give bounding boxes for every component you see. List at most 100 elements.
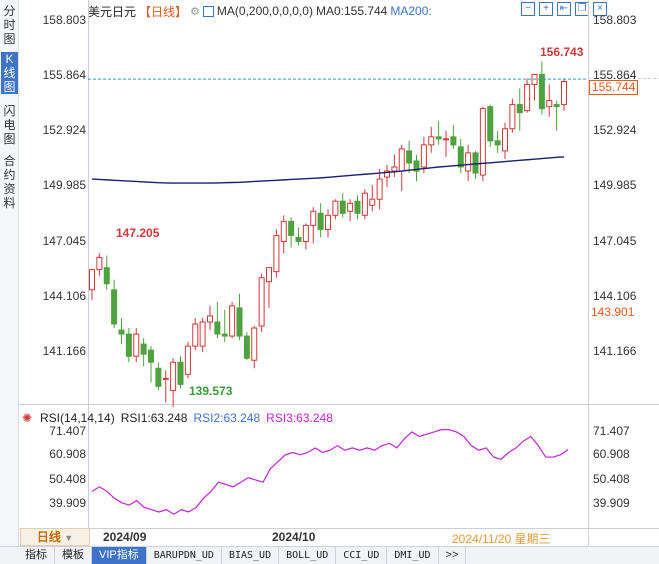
- candle-up[interactable]: [133, 333, 140, 357]
- candle-up[interactable]: [376, 178, 383, 200]
- tab-indicators[interactable]: 指标: [0, 547, 55, 564]
- tab-more[interactable]: >>: [439, 547, 467, 564]
- candle-down[interactable]: [148, 349, 154, 363]
- candle-down[interactable]: [435, 136, 442, 140]
- candle-down[interactable]: [472, 152, 479, 174]
- side-tab-flash[interactable]: 闪电图: [3, 104, 16, 146]
- candle-down[interactable]: [221, 333, 228, 337]
- candle-up[interactable]: [398, 148, 405, 172]
- candle-down[interactable]: [125, 333, 132, 357]
- minus-icon[interactable]: −: [521, 2, 535, 16]
- candle-down[interactable]: [118, 329, 125, 335]
- sun-icon[interactable]: ✺: [21, 411, 33, 425]
- period-selector[interactable]: 日线 ▼: [20, 528, 90, 546]
- candle-down[interactable]: [494, 140, 501, 146]
- candle-up[interactable]: [310, 210, 317, 226]
- candle-up[interactable]: [162, 377, 169, 380]
- candle-up[interactable]: [266, 267, 272, 283]
- candle-down[interactable]: [140, 343, 147, 355]
- collapse-icon[interactable]: ⇤: [557, 2, 571, 16]
- candle-up[interactable]: [325, 214, 331, 230]
- candle-up[interactable]: [251, 327, 258, 361]
- candle-up[interactable]: [332, 200, 339, 216]
- candle-up[interactable]: [207, 315, 213, 323]
- candle-down[interactable]: [354, 200, 361, 214]
- rsi1-value: RSI1:63.248: [120, 411, 188, 425]
- candle-up[interactable]: [561, 81, 567, 106]
- tab-barupdn[interactable]: BARUPDN_UD: [147, 547, 222, 564]
- candle-down[interactable]: [516, 104, 523, 114]
- candle-down[interactable]: [155, 367, 162, 387]
- tab-dmi[interactable]: DMI_UD: [387, 547, 439, 564]
- period-label: 【日线】: [139, 4, 188, 19]
- tab-vip-indicators[interactable]: VIP指标: [92, 547, 147, 564]
- candle-down[interactable]: [111, 289, 118, 325]
- close-icon[interactable]: ×: [593, 2, 607, 16]
- plus-icon[interactable]: +: [539, 2, 553, 16]
- candle-up[interactable]: [170, 361, 177, 391]
- candle-down[interactable]: [295, 236, 302, 242]
- candle-up[interactable]: [302, 224, 309, 242]
- candle-up[interactable]: [361, 192, 368, 216]
- tab-templates[interactable]: 模板: [55, 547, 92, 564]
- candle-up[interactable]: [546, 100, 553, 108]
- candle-down[interactable]: [413, 160, 420, 172]
- candle-up[interactable]: [229, 305, 236, 337]
- rsi-header: ✺ RSI(14,14,14) RSI1:63.248 RSI2:63.248 …: [20, 411, 333, 425]
- price-tick-left: 147.045: [42, 234, 86, 248]
- candle-up[interactable]: [89, 269, 95, 291]
- side-tab-intraday[interactable]: 分时图: [3, 4, 16, 46]
- candle-down[interactable]: [214, 321, 221, 335]
- price-tick-right: 149.985: [593, 178, 637, 192]
- rsi-tick-left: 50.408: [49, 472, 86, 486]
- candle-up[interactable]: [199, 321, 206, 347]
- price-tick-left: 144.106: [42, 289, 86, 303]
- candle-up[interactable]: [369, 198, 376, 206]
- candle-down[interactable]: [450, 136, 457, 146]
- candle-up[interactable]: [273, 234, 280, 273]
- candle-up[interactable]: [96, 257, 103, 271]
- side-tab-kline[interactable]: K线图: [1, 52, 18, 94]
- side-tab-contract[interactable]: 合约资料: [3, 154, 16, 210]
- candle-up[interactable]: [258, 277, 265, 327]
- side-tab-strip: 分时图 K线图 闪电图 合约资料: [0, 0, 19, 546]
- rsi-tick-right: 39.909: [593, 496, 630, 510]
- candle-down[interactable]: [236, 307, 243, 337]
- candle-up[interactable]: [420, 144, 427, 168]
- candle-up[interactable]: [384, 170, 390, 178]
- candle-up[interactable]: [509, 104, 516, 130]
- candle-down[interactable]: [553, 104, 560, 108]
- candle-up[interactable]: [280, 220, 287, 242]
- candle-down[interactable]: [103, 267, 110, 285]
- candle-down[interactable]: [538, 73, 545, 110]
- gear-icon[interactable]: ⚙: [190, 5, 200, 18]
- candle-down[interactable]: [288, 220, 295, 236]
- candle-up[interactable]: [391, 166, 398, 172]
- tab-cci[interactable]: CCI_UD: [336, 547, 388, 564]
- swing-high-marker: 147.205: [116, 226, 160, 240]
- rsi-tick-right: 50.408: [593, 472, 630, 486]
- high-price-marker: 156.743: [540, 45, 584, 59]
- tab-boll[interactable]: BOLL_UD: [279, 547, 337, 564]
- candle-up[interactable]: [502, 128, 508, 152]
- candle-down[interactable]: [177, 361, 184, 385]
- candle-down[interactable]: [317, 212, 324, 230]
- candle-up[interactable]: [443, 138, 449, 141]
- tab-bias[interactable]: BIAS_UD: [222, 547, 280, 564]
- candle-down[interactable]: [406, 150, 413, 164]
- candle-down[interactable]: [487, 106, 494, 142]
- candle-up[interactable]: [479, 108, 486, 176]
- candle-up[interactable]: [184, 345, 191, 375]
- candle-down[interactable]: [457, 146, 464, 168]
- candle-down[interactable]: [243, 335, 250, 359]
- candle-up[interactable]: [465, 152, 472, 172]
- candle-up[interactable]: [524, 83, 531, 112]
- current-price-tag: 155.744: [589, 80, 639, 95]
- candle-up[interactable]: [428, 136, 435, 146]
- kline-chart[interactable]: [0, 0, 659, 546]
- candle-down[interactable]: [339, 200, 346, 214]
- ma-indicator-icon[interactable]: [202, 5, 214, 17]
- candle-up[interactable]: [347, 202, 354, 212]
- price-tick-right: 158.803: [593, 13, 637, 27]
- candle-up[interactable]: [192, 323, 199, 347]
